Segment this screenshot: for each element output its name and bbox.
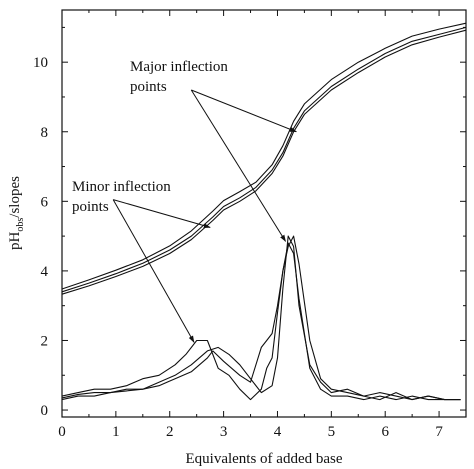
major-annotation-line2: points xyxy=(130,79,167,95)
x-tick-label: 1 xyxy=(112,424,120,440)
plot-frame xyxy=(61,9,467,418)
minor-arrow-upper xyxy=(113,199,211,229)
minor-annotation-line2: points xyxy=(72,199,109,215)
y-axis-title-sub: obs xyxy=(15,218,26,232)
major-arrow-lower xyxy=(190,89,286,242)
minor-arrow-lower xyxy=(112,199,195,343)
y-tick-label: 0 xyxy=(41,403,49,419)
x-axis-title: Equivalents of added base xyxy=(185,451,342,467)
annotation-arrows xyxy=(112,89,297,343)
major-annotation-line1: Major inflection xyxy=(130,59,228,75)
axis-ticks: 0 1 2 3 4 5 6 7 0 2 4 6 8 10 xyxy=(33,10,467,440)
x-tick-label: 7 xyxy=(435,424,443,440)
minor-annotation-line1: Minor inflection xyxy=(72,179,171,195)
series-line-6 xyxy=(61,235,461,401)
x-tick-label: 0 xyxy=(58,424,66,440)
series-line-5 xyxy=(61,235,461,401)
y-tick-label: 10 xyxy=(33,55,48,71)
y-tick-label: 8 xyxy=(41,125,49,141)
x-tick-label: 3 xyxy=(220,424,228,440)
series-line-1 xyxy=(61,26,467,293)
y-axis-title-suffix: /slopes xyxy=(7,176,23,218)
y-tick-label: 6 xyxy=(41,194,49,210)
y-tick-label: 2 xyxy=(41,333,49,349)
series-line-2 xyxy=(61,22,467,290)
series-layer xyxy=(61,22,467,401)
y-tick-label: 4 xyxy=(41,264,49,280)
series-line-3 xyxy=(61,29,467,295)
x-tick-label: 4 xyxy=(274,424,282,440)
x-tick-label: 2 xyxy=(166,424,174,440)
y-axis-title: pHobs/slopes xyxy=(7,176,26,250)
x-tick-label: 6 xyxy=(381,424,389,440)
series-line-4 xyxy=(61,242,461,401)
y-axis-title-main: pH xyxy=(7,231,23,250)
x-tick-label: 5 xyxy=(328,424,336,440)
major-arrow-upper xyxy=(191,89,297,133)
